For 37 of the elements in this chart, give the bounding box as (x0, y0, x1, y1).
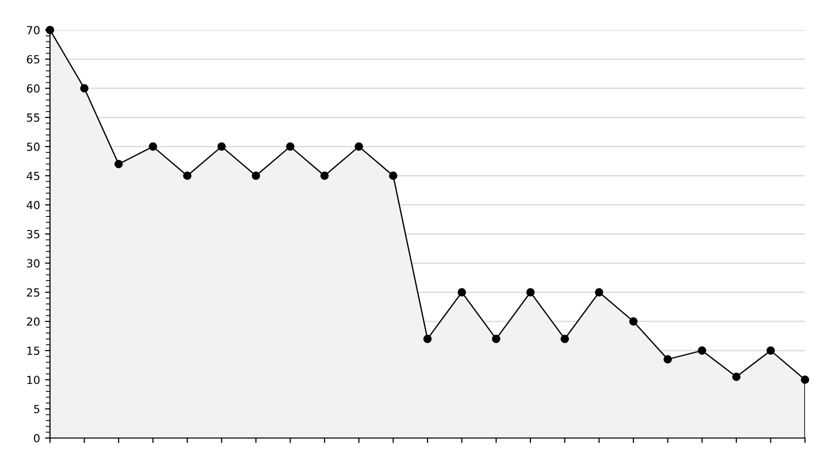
y-tick-label: 5 (34, 404, 40, 414)
point (183, 172, 192, 180)
point (698, 346, 706, 355)
y-tick-label: 0 (34, 434, 40, 442)
point (732, 372, 741, 381)
point (286, 142, 294, 151)
point (423, 334, 432, 344)
y-tick-label: 50 (26, 142, 40, 151)
y-tick-label: 45 (26, 172, 40, 180)
point (148, 142, 158, 151)
y-tick-label: 10 (27, 376, 40, 384)
point (594, 288, 604, 296)
point (389, 172, 398, 180)
point (252, 172, 260, 180)
y-tick-label: 60 (26, 84, 40, 93)
y-tick-label: 25 (26, 288, 40, 297)
point (629, 317, 638, 326)
y-tick-label: 65 (26, 55, 40, 64)
point (526, 288, 535, 296)
y-tick-label: 15 (27, 346, 40, 355)
point (217, 142, 226, 151)
point (560, 334, 569, 344)
point (80, 84, 88, 92)
point (320, 172, 329, 180)
point (800, 376, 810, 384)
y-tick-label: 35 (26, 230, 40, 238)
point (354, 142, 364, 151)
y-tick-label: 40 (26, 200, 40, 210)
point (766, 346, 775, 355)
point (458, 288, 466, 296)
y-tick-label: 55 (26, 114, 40, 122)
y-tick-label: 20 (26, 317, 40, 326)
y-tick-label: 30 (26, 259, 40, 268)
point (114, 160, 123, 168)
y-tick-label: 70 (27, 26, 40, 34)
point (664, 355, 672, 364)
point (492, 334, 500, 344)
